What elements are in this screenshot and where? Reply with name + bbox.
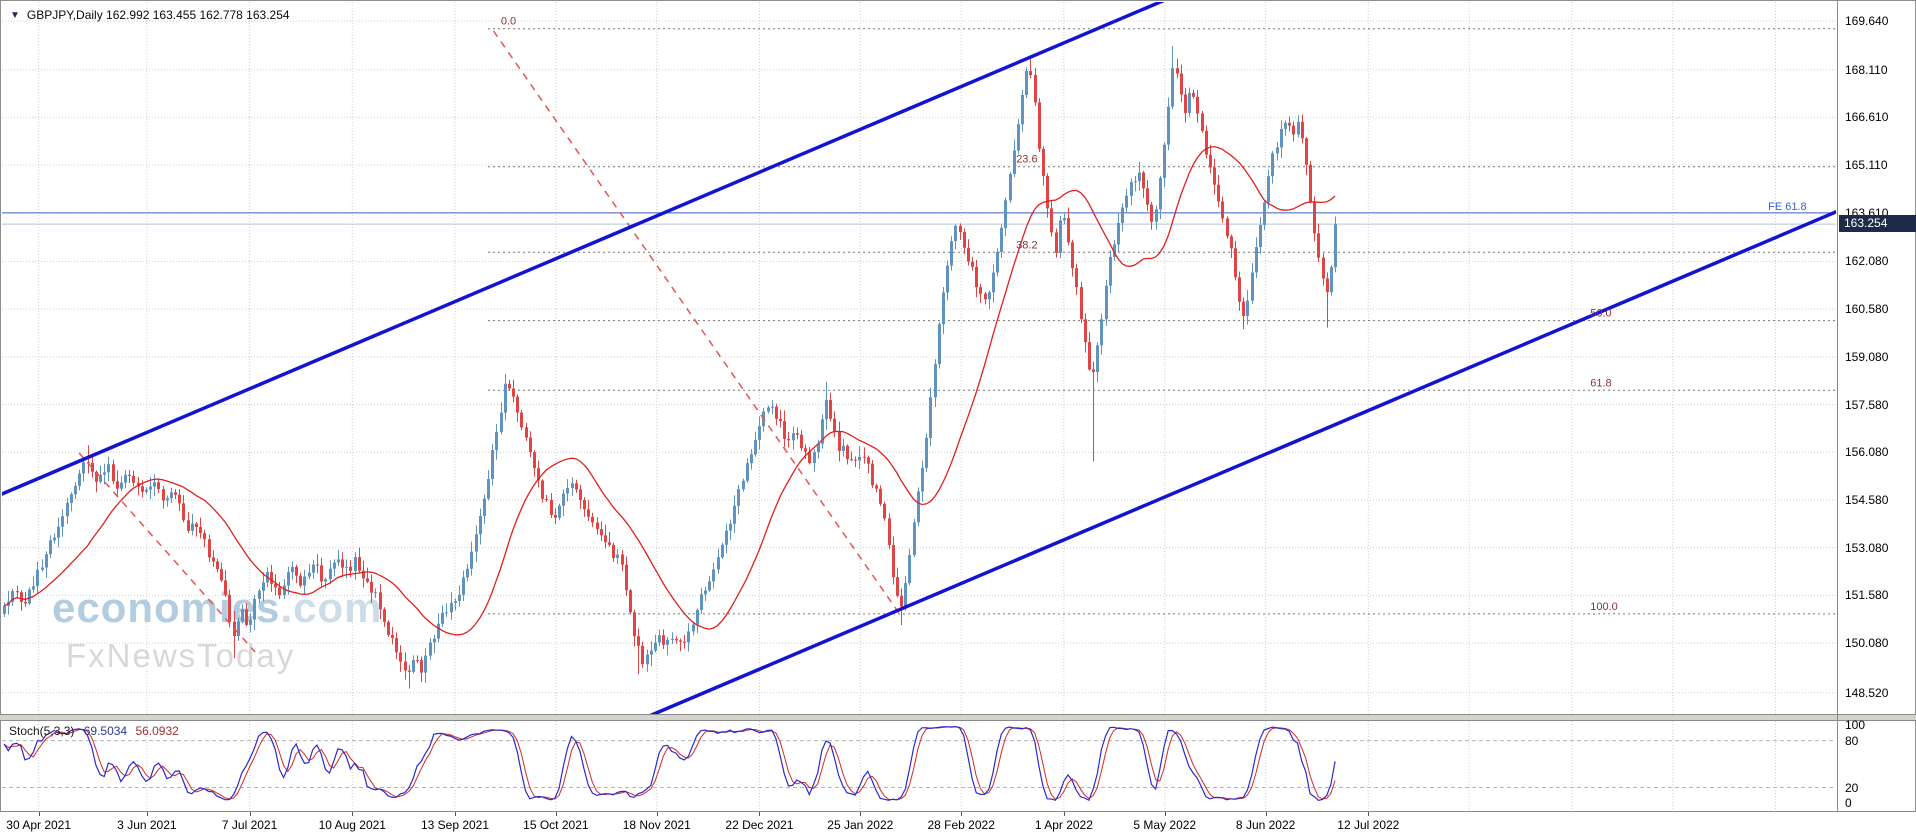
watermark-brand: economies	[52, 584, 281, 631]
svg-text:23.6: 23.6	[1016, 154, 1037, 166]
watermark: economies.com FxNewsToday	[52, 584, 382, 675]
price-tick-label: 150.080	[1845, 636, 1889, 651]
date-tick	[656, 812, 658, 816]
price-tick-label: 156.080	[1845, 445, 1889, 460]
date-tick	[1063, 812, 1065, 816]
symbol-header: ▼ GBPJPY,Daily 162.992 163.455 162.778 1…	[10, 8, 290, 22]
stoch-axis-label: 0	[1845, 796, 1852, 811]
date-tick-label: 18 Nov 2021	[622, 818, 691, 832]
date-tick	[1164, 812, 1166, 816]
date-tick	[1368, 812, 1370, 816]
indicator-name: Stoch(5,3,3)	[9, 724, 75, 738]
date-tick-label: 15 Oct 2021	[523, 818, 589, 832]
panel-resize-handle[interactable]	[0, 714, 1916, 721]
svg-text:100.0: 100.0	[1590, 601, 1618, 613]
date-tick-label: 1 Apr 2022	[1034, 818, 1093, 832]
watermark-line2: FxNewsToday	[66, 637, 296, 675]
time-axis-separator	[0, 811, 1916, 812]
svg-text:FE 61.8: FE 61.8	[1768, 201, 1807, 213]
date-tick-label: 12 Jul 2022	[1337, 818, 1400, 832]
date-tick	[454, 812, 456, 816]
price-tick-label: 160.580	[1845, 302, 1889, 317]
price-axis-separator	[1837, 0, 1838, 812]
date-tick-label: 5 May 2022	[1133, 818, 1197, 832]
svg-text:0.0: 0.0	[501, 16, 516, 28]
date-tick	[555, 812, 557, 816]
price-tick-label: 168.110	[1845, 62, 1888, 77]
price-tick-label: 166.610	[1845, 110, 1889, 125]
date-tick-label: 25 Jan 2022	[827, 818, 894, 832]
date-tick-label: 8 Jun 2022	[1235, 818, 1296, 832]
price-tick-label: 162.080	[1845, 254, 1889, 269]
price-tick-label: 151.580	[1845, 588, 1889, 603]
stochastic-axis[interactable]: 100 80 20 0	[1838, 717, 1916, 811]
indicator-value-main: 69.5034	[83, 724, 128, 738]
date-tick	[961, 812, 963, 816]
price-tick-label: 165.110	[1845, 158, 1888, 173]
date-tick	[352, 812, 354, 816]
svg-text:38.2: 38.2	[1016, 239, 1037, 251]
price-tick-label: 157.580	[1845, 397, 1889, 412]
stoch-axis-label: 80	[1845, 733, 1859, 748]
current-price-badge: 163.254	[1839, 215, 1916, 233]
indicator-label: Stoch(5,3,3) 69.5034 56.0932	[9, 724, 179, 738]
date-tick	[146, 812, 148, 816]
price-axis[interactable]: 169.640 168.110 166.610 165.110 163.610 162.0…	[1838, 0, 1916, 812]
date-tick-label: 30 Apr 2021	[6, 818, 72, 832]
price-tick-label: 148.520	[1845, 685, 1889, 700]
chart-dropdown-icon[interactable]: ▼	[10, 9, 20, 21]
date-tick	[860, 812, 862, 816]
price-tick-label: 153.080	[1845, 540, 1889, 555]
main-chart-canvas[interactable]: 0.0 23.6 38.2 50.0 61.8 100.0 FE 61.8	[2, 2, 1836, 714]
date-tick-label: 22 Dec 2021	[725, 818, 794, 832]
svg-text:61.8: 61.8	[1590, 377, 1611, 389]
date-tick-label: 13 Sep 2021	[420, 818, 490, 832]
date-tick	[249, 812, 251, 816]
date-tick	[38, 812, 40, 816]
date-tick-label: 28 Feb 2022	[927, 818, 995, 832]
time-axis[interactable]: 30 Apr 2021 3 Jun 2021 7 Jul 2021 10 Aug 20…	[0, 812, 1916, 840]
watermark-line1: economies.com	[52, 584, 382, 631]
svg-text:50.0: 50.0	[1590, 308, 1611, 320]
date-tick-label: 10 Aug 2021	[318, 818, 386, 832]
price-tick-label: 159.080	[1845, 349, 1889, 364]
stoch-axis-label: 20	[1845, 780, 1859, 795]
date-tick	[1265, 812, 1267, 816]
current-price-value: 163.254	[1844, 216, 1888, 231]
price-tick-label: 154.580	[1845, 492, 1889, 507]
date-tick	[759, 812, 761, 816]
stochastic-canvas[interactable]	[2, 721, 1836, 811]
stoch-axis-label: 100	[1845, 717, 1866, 732]
symbol-ohlc-label: GBPJPY,Daily 162.992 163.455 162.778 163…	[26, 8, 290, 22]
price-tick-label: 169.640	[1845, 14, 1889, 29]
date-tick-label: 3 Jun 2021	[117, 818, 177, 832]
indicator-value-signal: 56.0932	[135, 724, 179, 738]
date-tick-label: 7 Jul 2021	[221, 818, 278, 832]
